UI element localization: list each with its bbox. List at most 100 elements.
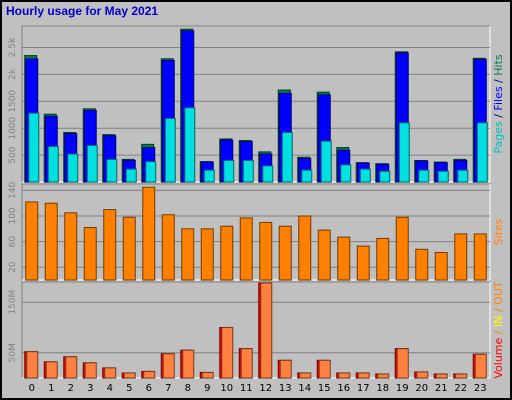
panel-0-pages-bar-2 <box>67 153 79 183</box>
panel-1-ytick-label-3: 140 <box>8 182 18 199</box>
panel-2-out-bar-16 <box>338 372 351 379</box>
panel-0-pages-bar-7 <box>164 118 176 183</box>
hour-tick-label-23: 23 <box>474 383 487 394</box>
panel-0-ytick-label-4: 2.5k <box>8 37 18 57</box>
panel-2-out-bar-12 <box>260 282 273 379</box>
panel-2-out-bar-5 <box>123 372 136 379</box>
panel-2-out-bar-3 <box>84 362 97 379</box>
panel-2-out-bar-8 <box>182 349 195 379</box>
panel-0-pages-bar-3 <box>86 144 98 183</box>
panel-1-ylabel-part-0: Sites <box>492 218 505 245</box>
panel-0-pages-bar-19 <box>398 122 410 183</box>
hour-tick-label-7: 7 <box>165 383 171 394</box>
panel-0-pages-bar-8 <box>184 107 196 183</box>
panel-2-ylabel-part-4: OUT <box>492 281 505 305</box>
hour-tick-label-6: 6 <box>146 383 152 394</box>
hour-tick-label-19: 19 <box>396 383 409 394</box>
hour-tick-label-21: 21 <box>435 383 448 394</box>
panel-1-sites-bar-5 <box>122 216 136 281</box>
panel-2-out-bar-1 <box>45 361 58 379</box>
hour-tick-label-15: 15 <box>318 383 331 394</box>
panel-1-sites-bar-11 <box>239 217 253 281</box>
panel-1-sites-bar-12 <box>259 221 273 281</box>
panel-1-sites-bar-18 <box>376 237 390 281</box>
hour-tick-label-18: 18 <box>376 383 389 394</box>
panel-0-pages-bar-12 <box>262 165 274 183</box>
panel-0-ylabel: Pages / Files / Hits <box>492 54 505 154</box>
hour-tick-label-13: 13 <box>279 383 292 394</box>
hour-tick-label-22: 22 <box>454 383 467 394</box>
panel-1-sites-bar-22 <box>454 233 468 281</box>
panel-2-ylabel: Volume / IN / OUT <box>492 281 505 379</box>
panel-0-pages-bar-16 <box>340 164 352 183</box>
panel-1-ytick-label-2: 100 <box>8 207 18 224</box>
hour-tick-label-0: 0 <box>29 383 35 394</box>
panel-2-out-bar-11 <box>240 348 253 379</box>
panel-1-ytick-label-1: 60 <box>8 236 18 248</box>
chart-title: Hourly usage for May 2021 <box>6 4 159 18</box>
panel-0-ylabel-part-3: / <box>492 76 505 87</box>
panel-2-out-bar-0 <box>26 351 39 379</box>
panel-0-pages-bar-5 <box>125 168 137 183</box>
hour-tick-label-14: 14 <box>298 383 311 394</box>
panel-2-ylabel-part-1: / <box>492 327 505 338</box>
panel-2-out-bar-13 <box>279 359 292 379</box>
panel-0-ytick-label-0: 500 <box>8 146 18 163</box>
hour-tick-label-11: 11 <box>240 383 253 394</box>
panel-1-sites-bar-13 <box>278 225 292 281</box>
panel-2-out-bar-2 <box>65 356 78 379</box>
hour-tick-label-12: 12 <box>259 383 272 394</box>
panel-1-ylabel: Sites <box>492 218 505 245</box>
panel-0-pages-bar-14 <box>301 169 313 183</box>
panel-0-ylabel-part-1: / <box>492 111 505 122</box>
panel-1-sites-bar-10 <box>220 225 234 281</box>
panel-1-sites-bar-20 <box>415 248 429 281</box>
panel-1-frame <box>21 183 491 281</box>
panel-1-sites-bar-17 <box>356 245 370 281</box>
panel-0-pages-bar-23 <box>476 122 488 183</box>
hour-tick-label-2: 2 <box>68 383 74 394</box>
panel-0-pages-bar-4 <box>106 158 118 183</box>
panel-0-pages-bar-22 <box>457 169 469 183</box>
panel-0-ytick-label-3: 2k <box>8 68 18 80</box>
panel-1-sites-bar-9 <box>200 228 214 281</box>
panel-2-out-bar-22 <box>455 373 468 379</box>
panel-2-ylabel-part-2: IN <box>492 316 505 327</box>
panel-2-out-bar-15 <box>318 359 331 379</box>
panel-1-sites-bar-0 <box>25 201 39 281</box>
panel-2-ylabel-part-0: Volume <box>492 337 505 378</box>
panel-1-sites-bar-6 <box>142 186 156 281</box>
panel-2-ytick-label-1: 150M <box>8 290 18 315</box>
hour-tick-label-8: 8 <box>185 383 191 394</box>
panel-2-out-bar-17 <box>357 372 370 379</box>
panel-2-out-bar-21 <box>435 373 448 379</box>
hour-tick-label-10: 10 <box>220 383 233 394</box>
panel-0-ytick-label-2: 1500 <box>8 90 18 113</box>
panel-1-sites-bar-2 <box>64 212 78 281</box>
panel-1-sites-bar-16 <box>337 236 351 281</box>
panel-2-out-bar-20 <box>416 371 429 379</box>
panel-2-out-bar-7 <box>162 353 175 379</box>
panel-2-out-bar-10 <box>221 326 234 379</box>
hour-tick-label-9: 9 <box>204 383 210 394</box>
panel-2-ylabel-part-3: / <box>492 305 505 316</box>
hour-tick-label-3: 3 <box>87 383 93 394</box>
panel-2-ytick-label-0: 50M <box>8 343 18 362</box>
panel-2-out-bar-14 <box>299 372 312 379</box>
panel-1-sites-bar-23 <box>473 233 487 281</box>
panel-2-out-bar-9 <box>201 371 214 379</box>
hour-tick-label-5: 5 <box>126 383 132 394</box>
panel-2-out-bar-23 <box>474 353 487 379</box>
hour-tick-label-1: 1 <box>48 383 54 394</box>
panel-2-out-bar-6 <box>143 370 156 379</box>
panel-0-pages-bar-20 <box>418 169 430 183</box>
panel-2-out-bar-18 <box>377 373 390 379</box>
panel-1-sites-bar-21 <box>434 251 448 281</box>
hour-tick-label-17: 17 <box>357 383 370 394</box>
panel-0-ylabel-part-0: Pages <box>492 121 505 154</box>
panel-1-sites-bar-8 <box>181 228 195 281</box>
panel-1-sites-bar-19 <box>395 216 409 281</box>
panel-1-sites-bar-4 <box>103 209 117 281</box>
panel-0-pages-bar-15 <box>320 140 332 183</box>
